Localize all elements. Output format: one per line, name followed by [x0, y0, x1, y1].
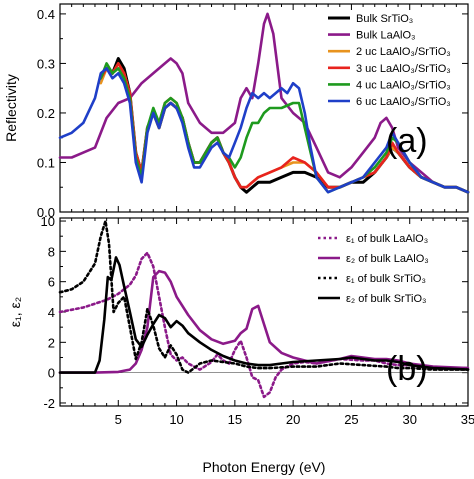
x-axis-label: Photon Energy (eV) [203, 459, 326, 475]
x-tick-label: 15 [228, 412, 242, 427]
legend-entry: 6 uc LaAlO₃/SrTiO₃ [356, 96, 451, 108]
legend-entry: ε₂ of bulk SrTiO₃ [346, 293, 427, 305]
series-line-of-bulk-laalo [58, 251, 470, 399]
panel-a-frame [59, 3, 469, 213]
x-tick-label: 20 [286, 412, 300, 427]
series-line-4-uc-laalo-srtio [99, 62, 470, 194]
legend-entry: ε₂ of bulk LaAlO₃ [346, 253, 429, 265]
panel-a-y-ticks: 0.0 0.1 0.2 0.3 0.4 [37, 7, 468, 220]
y-tick-label: 4 [48, 305, 55, 320]
y-tick-label: 0.0 [37, 205, 55, 220]
series-line-of-bulk-srtio [58, 256, 470, 374]
x-tick-label: 25 [344, 412, 358, 427]
y-tick-label: 0.1 [37, 155, 55, 170]
series-line-6-uc-laalo-srtio [58, 67, 470, 194]
panel-b-series [58, 219, 470, 399]
panel-b-y-axis-label: ε₁, ε₂ [7, 297, 23, 327]
x-tick-label: 30 [402, 412, 416, 427]
y-tick-label: 8 [48, 244, 55, 259]
legend-entry: 3 uc LaAlO₃/SrTiO₃ [356, 63, 451, 75]
x-tick-label: 10 [169, 412, 183, 427]
panel-b-label: (b) [386, 350, 428, 388]
legend-entry: Bulk LaAlO₃ [356, 30, 416, 42]
x-tick-label: 5 [115, 412, 122, 427]
y-tick-label: 6 [48, 275, 55, 290]
panel-a-legend: Bulk SrTiO₃ Bulk LaAlO₃ 2 uc LaAlO₃/SrTiO₃… [328, 13, 451, 108]
series-line-bulk-laalo [58, 12, 470, 194]
panel-a-series [58, 12, 470, 194]
x-tick-labels: 5 10 15 20 25 30 35 [115, 412, 474, 427]
y-tick-label: 0.2 [37, 106, 55, 121]
panel-b-x-ticks [59, 218, 469, 406]
legend-entry: 4 uc LaAlO₃/SrTiO₃ [356, 79, 451, 91]
panel-a-x-ticks [59, 4, 469, 212]
panel-a-y-axis-label: Reflectivity [3, 74, 19, 142]
x-tick-label: 35 [461, 412, 474, 427]
y-tick-label: 0.4 [37, 7, 55, 22]
legend-entry: Bulk SrTiO₃ [356, 13, 413, 25]
y-tick-label: 0.3 [37, 56, 55, 71]
legend-entry: 2 uc LaAlO₃/SrTiO₃ [356, 46, 451, 58]
y-tick-label: 10 [41, 214, 55, 229]
legend-entry: ε₁ of bulk LaAlO₃ [346, 233, 428, 245]
series-line-of-bulk-laalo [58, 269, 470, 374]
panel-b-y-ticks: -2 0 2 4 6 8 10 [41, 214, 468, 411]
y-tick-label: 2 [48, 335, 55, 350]
y-tick-label: 0 [48, 366, 55, 381]
y-tick-label: -2 [43, 396, 55, 411]
legend-entry: ε₁ of bulk SrTiO₃ [346, 273, 426, 285]
panel-a: 0.0 0.1 0.2 0.3 0.4 Reflectivity (a) Bulk Sr… [3, 3, 470, 220]
panel-b: -2 0 2 4 6 8 10 ε₁, ε₂ (b) ε₁ of bulk LaAlO₃ ε₂… [7, 214, 470, 411]
panel-a-label: (a) [386, 122, 428, 160]
series-line-of-bulk-srtio [58, 219, 470, 374]
panel-b-legend: ε₁ of bulk LaAlO₃ ε₂ of bulk LaAlO₃ ε₁ of … [318, 233, 429, 305]
